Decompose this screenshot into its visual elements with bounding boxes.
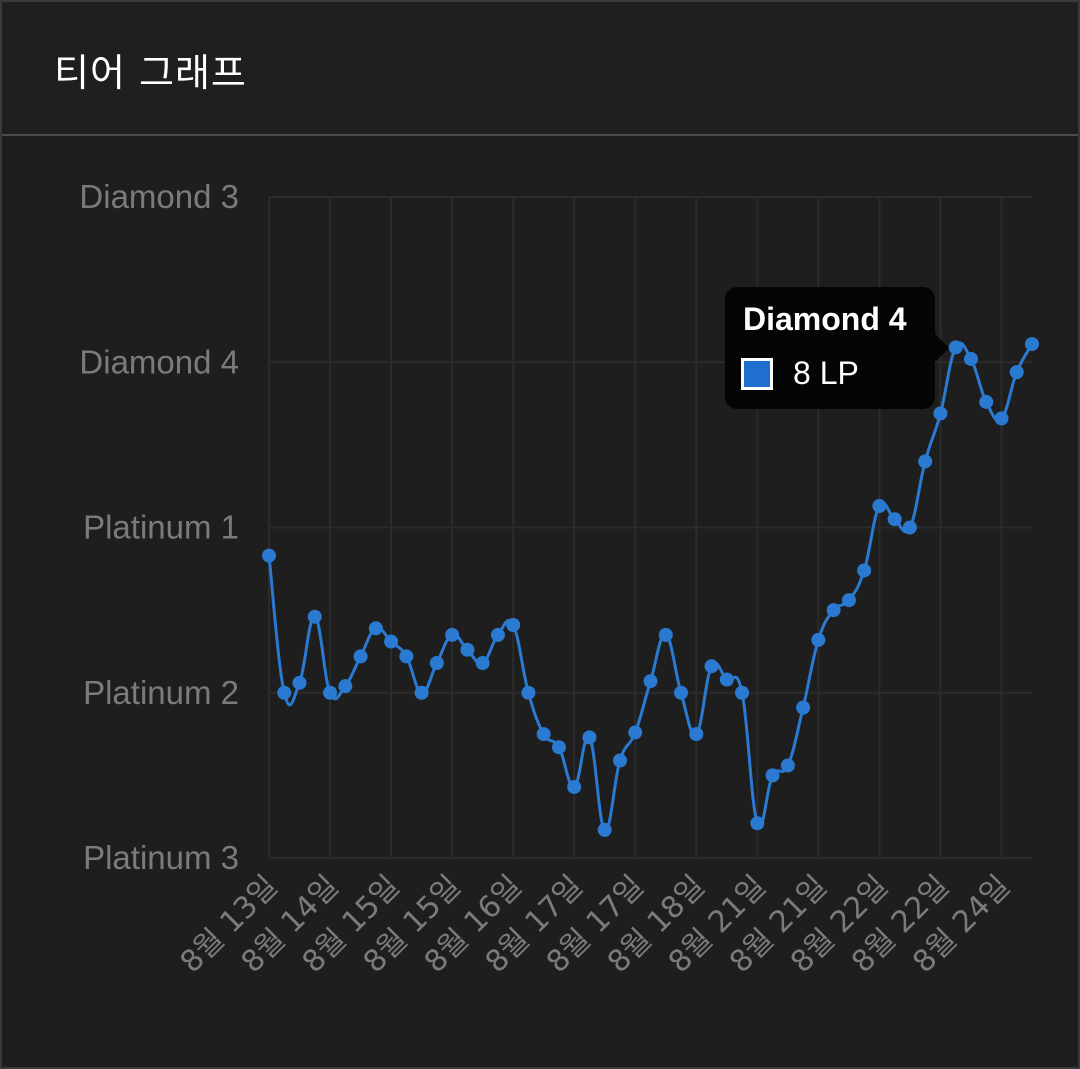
data-point[interactable] [902, 520, 917, 535]
data-point[interactable] [643, 674, 658, 689]
y-tick-label: Diamond 4 [79, 343, 239, 380]
data-point[interactable] [750, 816, 765, 831]
data-point[interactable] [918, 454, 933, 469]
data-point[interactable] [872, 499, 887, 514]
data-point[interactable] [628, 725, 643, 740]
tooltip-title: Diamond 4 [743, 301, 907, 337]
data-point[interactable] [536, 727, 551, 742]
data-point[interactable] [262, 548, 276, 563]
data-point[interactable] [445, 627, 460, 642]
data-point[interactable] [277, 685, 292, 700]
data-point[interactable] [994, 411, 1009, 426]
data-point[interactable] [551, 740, 566, 755]
data-point[interactable] [979, 394, 994, 409]
data-point[interactable] [368, 621, 383, 636]
data-point[interactable] [1009, 365, 1024, 380]
data-point[interactable] [948, 340, 963, 355]
data-point[interactable] [811, 632, 826, 647]
data-point[interactable] [887, 512, 902, 527]
data-point[interactable] [674, 685, 689, 700]
data-point[interactable] [704, 659, 719, 674]
data-point[interactable] [857, 563, 872, 578]
data-point[interactable] [612, 753, 627, 768]
data-point[interactable] [567, 779, 582, 794]
data-point[interactable] [490, 627, 505, 642]
y-tick-label: Platinum 1 [83, 509, 239, 546]
data-point[interactable] [765, 768, 780, 783]
data-point[interactable] [1025, 337, 1039, 352]
y-tick-label: Diamond 3 [79, 178, 239, 215]
data-tooltip: Diamond 4 8 LP [725, 287, 949, 409]
data-point[interactable] [689, 727, 704, 742]
data-point[interactable] [475, 656, 490, 671]
data-point[interactable] [429, 656, 444, 671]
y-axis-ticks: Diamond 3 Diamond 4 Platinum 1 Platinum 2 Pl… [79, 178, 239, 876]
tooltip-series-swatch [741, 358, 773, 390]
data-point[interactable] [582, 730, 597, 745]
data-point[interactable] [597, 822, 612, 837]
y-tick-label: Platinum 2 [83, 674, 239, 711]
data-point[interactable] [963, 351, 978, 366]
data-point[interactable] [735, 685, 750, 700]
data-point[interactable] [323, 685, 338, 700]
data-point[interactable] [933, 406, 948, 421]
data-point[interactable] [506, 617, 521, 632]
data-point[interactable] [780, 758, 795, 773]
series-line [267, 341, 1034, 832]
data-point[interactable] [353, 649, 368, 664]
data-point[interactable] [460, 642, 475, 657]
y-tick-label: Platinum 3 [83, 839, 239, 876]
data-point[interactable] [658, 627, 673, 642]
data-points[interactable] [262, 337, 1039, 837]
data-point[interactable] [841, 593, 856, 608]
data-point[interactable] [521, 685, 536, 700]
data-point[interactable] [338, 679, 353, 694]
data-point[interactable] [307, 609, 322, 624]
data-point[interactable] [796, 700, 811, 715]
data-point[interactable] [414, 685, 429, 700]
card-header: 티어 그래프 [2, 2, 1078, 136]
data-point[interactable] [719, 672, 734, 687]
data-point[interactable] [399, 649, 414, 664]
data-point[interactable] [826, 603, 841, 618]
card-title: 티어 그래프 [54, 51, 247, 95]
tooltip-value: 8 LP [793, 355, 859, 391]
data-point[interactable] [384, 634, 399, 649]
data-point[interactable] [292, 675, 307, 690]
